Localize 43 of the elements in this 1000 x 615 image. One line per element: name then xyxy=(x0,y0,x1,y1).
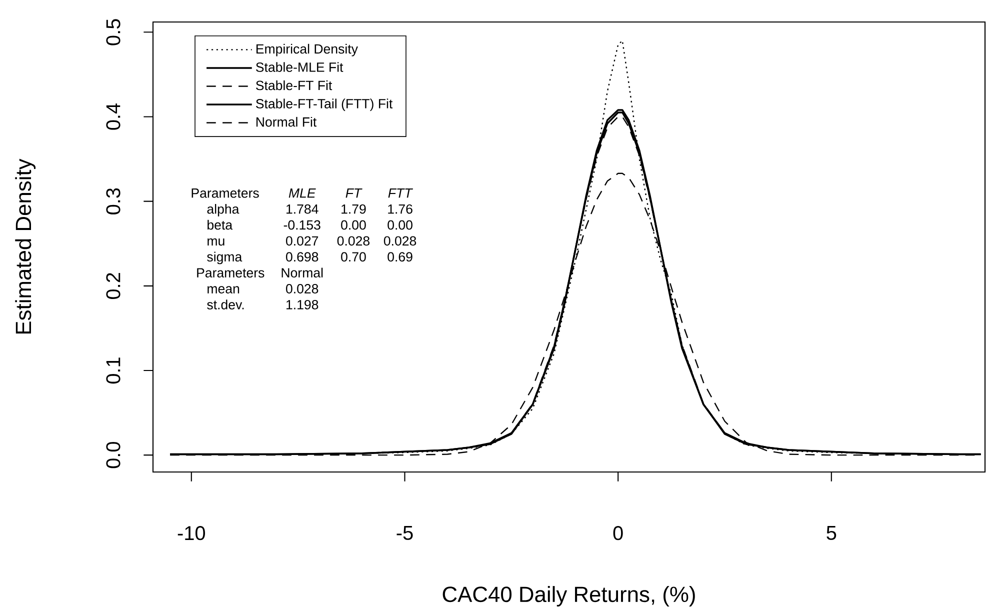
annotation: 0.028 xyxy=(337,236,370,246)
annotation: 0.028 xyxy=(286,284,318,294)
y-tick-label: 0.1 xyxy=(106,358,120,384)
annotation: 0.698 xyxy=(286,252,318,262)
annotation: alpha xyxy=(207,204,240,216)
annotation: Parameters xyxy=(197,268,264,278)
x-tick-label: 5 xyxy=(826,526,836,540)
legend-label: Empirical Density xyxy=(256,44,358,56)
x-tick-label: -5 xyxy=(396,526,413,540)
annotation: 1.76 xyxy=(388,204,412,214)
x-tick-label: 0 xyxy=(613,526,623,540)
y-tick-label: 0.5 xyxy=(106,19,120,46)
annotation: 0.00 xyxy=(388,220,412,230)
annotation: beta xyxy=(208,220,233,230)
annotation: 0.00 xyxy=(341,220,366,230)
annotation: FT xyxy=(346,188,362,198)
annotation: mu xyxy=(208,238,224,246)
legend-label: Stable-FT Fit xyxy=(256,80,332,90)
annotation: sigma xyxy=(207,252,242,264)
annotation: FTT xyxy=(388,188,413,198)
y-tick-label: 0.3 xyxy=(106,188,120,214)
annotation: 0.70 xyxy=(341,252,366,262)
annotation: 1.79 xyxy=(342,204,366,214)
x-axis-title: CAC40 Daily Returns, (%) xyxy=(442,586,695,606)
annotation: 0.69 xyxy=(388,252,412,262)
annotation: MLE xyxy=(288,188,316,198)
y-tick-label: 0.4 xyxy=(106,103,120,130)
legend-label: Normal Fit xyxy=(256,116,317,127)
annotation: 0.027 xyxy=(286,236,318,246)
y-tick-label: 0.2 xyxy=(106,273,120,299)
annotation: Parameters xyxy=(192,188,259,198)
y-tick-label: 0.0 xyxy=(106,442,120,468)
legend-label: Stable-MLE Fit xyxy=(256,62,344,72)
annotation: Normal xyxy=(282,268,323,278)
annotation: 0.028 xyxy=(384,236,416,246)
annotation: st.dev. xyxy=(207,300,244,310)
annotation: 1.198 xyxy=(286,300,318,310)
legend-label: Stable-FT-Tail (FTT) Fit xyxy=(256,98,393,112)
y-axis-title: Estimated Density xyxy=(15,158,36,334)
annotation: mean xyxy=(208,286,240,294)
annotation: 1.784 xyxy=(286,204,318,214)
annotation: -0.153 xyxy=(284,220,320,230)
x-tick-label: -10 xyxy=(178,526,206,540)
